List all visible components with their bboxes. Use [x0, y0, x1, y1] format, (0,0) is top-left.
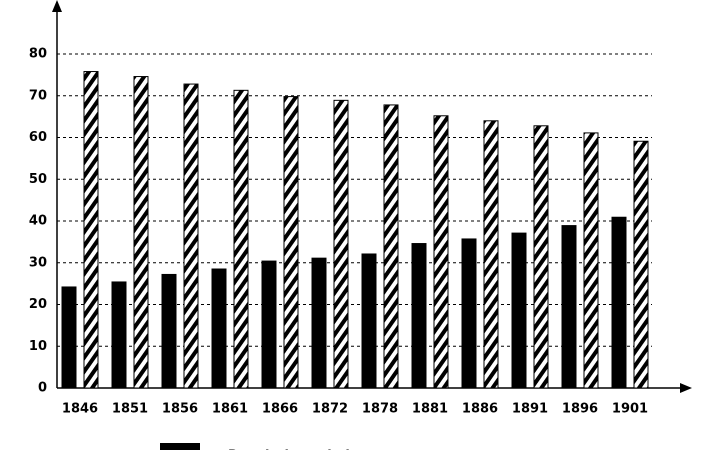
y-tick-label: 40 [29, 214, 47, 229]
legend-swatch [160, 443, 200, 450]
x-tick-label: 1872 [312, 402, 348, 417]
y-tick-label: 60 [29, 130, 47, 145]
y-tick-label: 0 [38, 381, 47, 396]
x-tick-label: 1896 [562, 402, 598, 417]
bar [361, 253, 377, 389]
bar [383, 104, 399, 389]
bar [111, 281, 127, 389]
y-tick-label: 10 [29, 339, 47, 354]
x-tick-label: 1856 [162, 402, 198, 417]
x-tick-label: 1861 [212, 402, 248, 417]
y-tick-label: 80 [29, 47, 47, 62]
bar [633, 140, 649, 389]
legend-label: Population urbaine [228, 449, 368, 450]
bar [611, 216, 627, 389]
bar [183, 83, 199, 389]
bar [333, 99, 349, 389]
bar [411, 243, 427, 389]
bar [311, 257, 327, 389]
bar [133, 76, 149, 389]
bar [561, 225, 577, 389]
bar [433, 115, 449, 389]
x-tick-label: 1878 [362, 402, 398, 417]
bar [461, 238, 477, 389]
y-tick-label: 70 [29, 88, 47, 103]
y-tick-label: 30 [29, 255, 47, 270]
y-axis-arrow [52, 0, 62, 12]
x-tick-label: 1901 [612, 402, 648, 417]
bar [533, 125, 549, 389]
y-tick-label: 20 [29, 297, 47, 312]
x-tick-label: 1846 [62, 402, 98, 417]
bar [583, 132, 599, 389]
bar [483, 120, 499, 389]
x-tick-label: 1851 [112, 402, 148, 417]
y-tick-label: 50 [29, 172, 47, 187]
bar [233, 89, 249, 389]
bar [211, 268, 227, 389]
x-tick-label: 1866 [262, 402, 298, 417]
x-tick-label: 1886 [462, 402, 498, 417]
bar [511, 232, 527, 389]
bar [261, 260, 277, 389]
bar [83, 71, 99, 389]
bar [61, 286, 77, 389]
x-tick-label: 1881 [412, 402, 448, 417]
x-axis-arrow [680, 383, 692, 393]
bar [283, 96, 299, 389]
x-tick-label: 1891 [512, 402, 548, 417]
bar [161, 273, 177, 389]
